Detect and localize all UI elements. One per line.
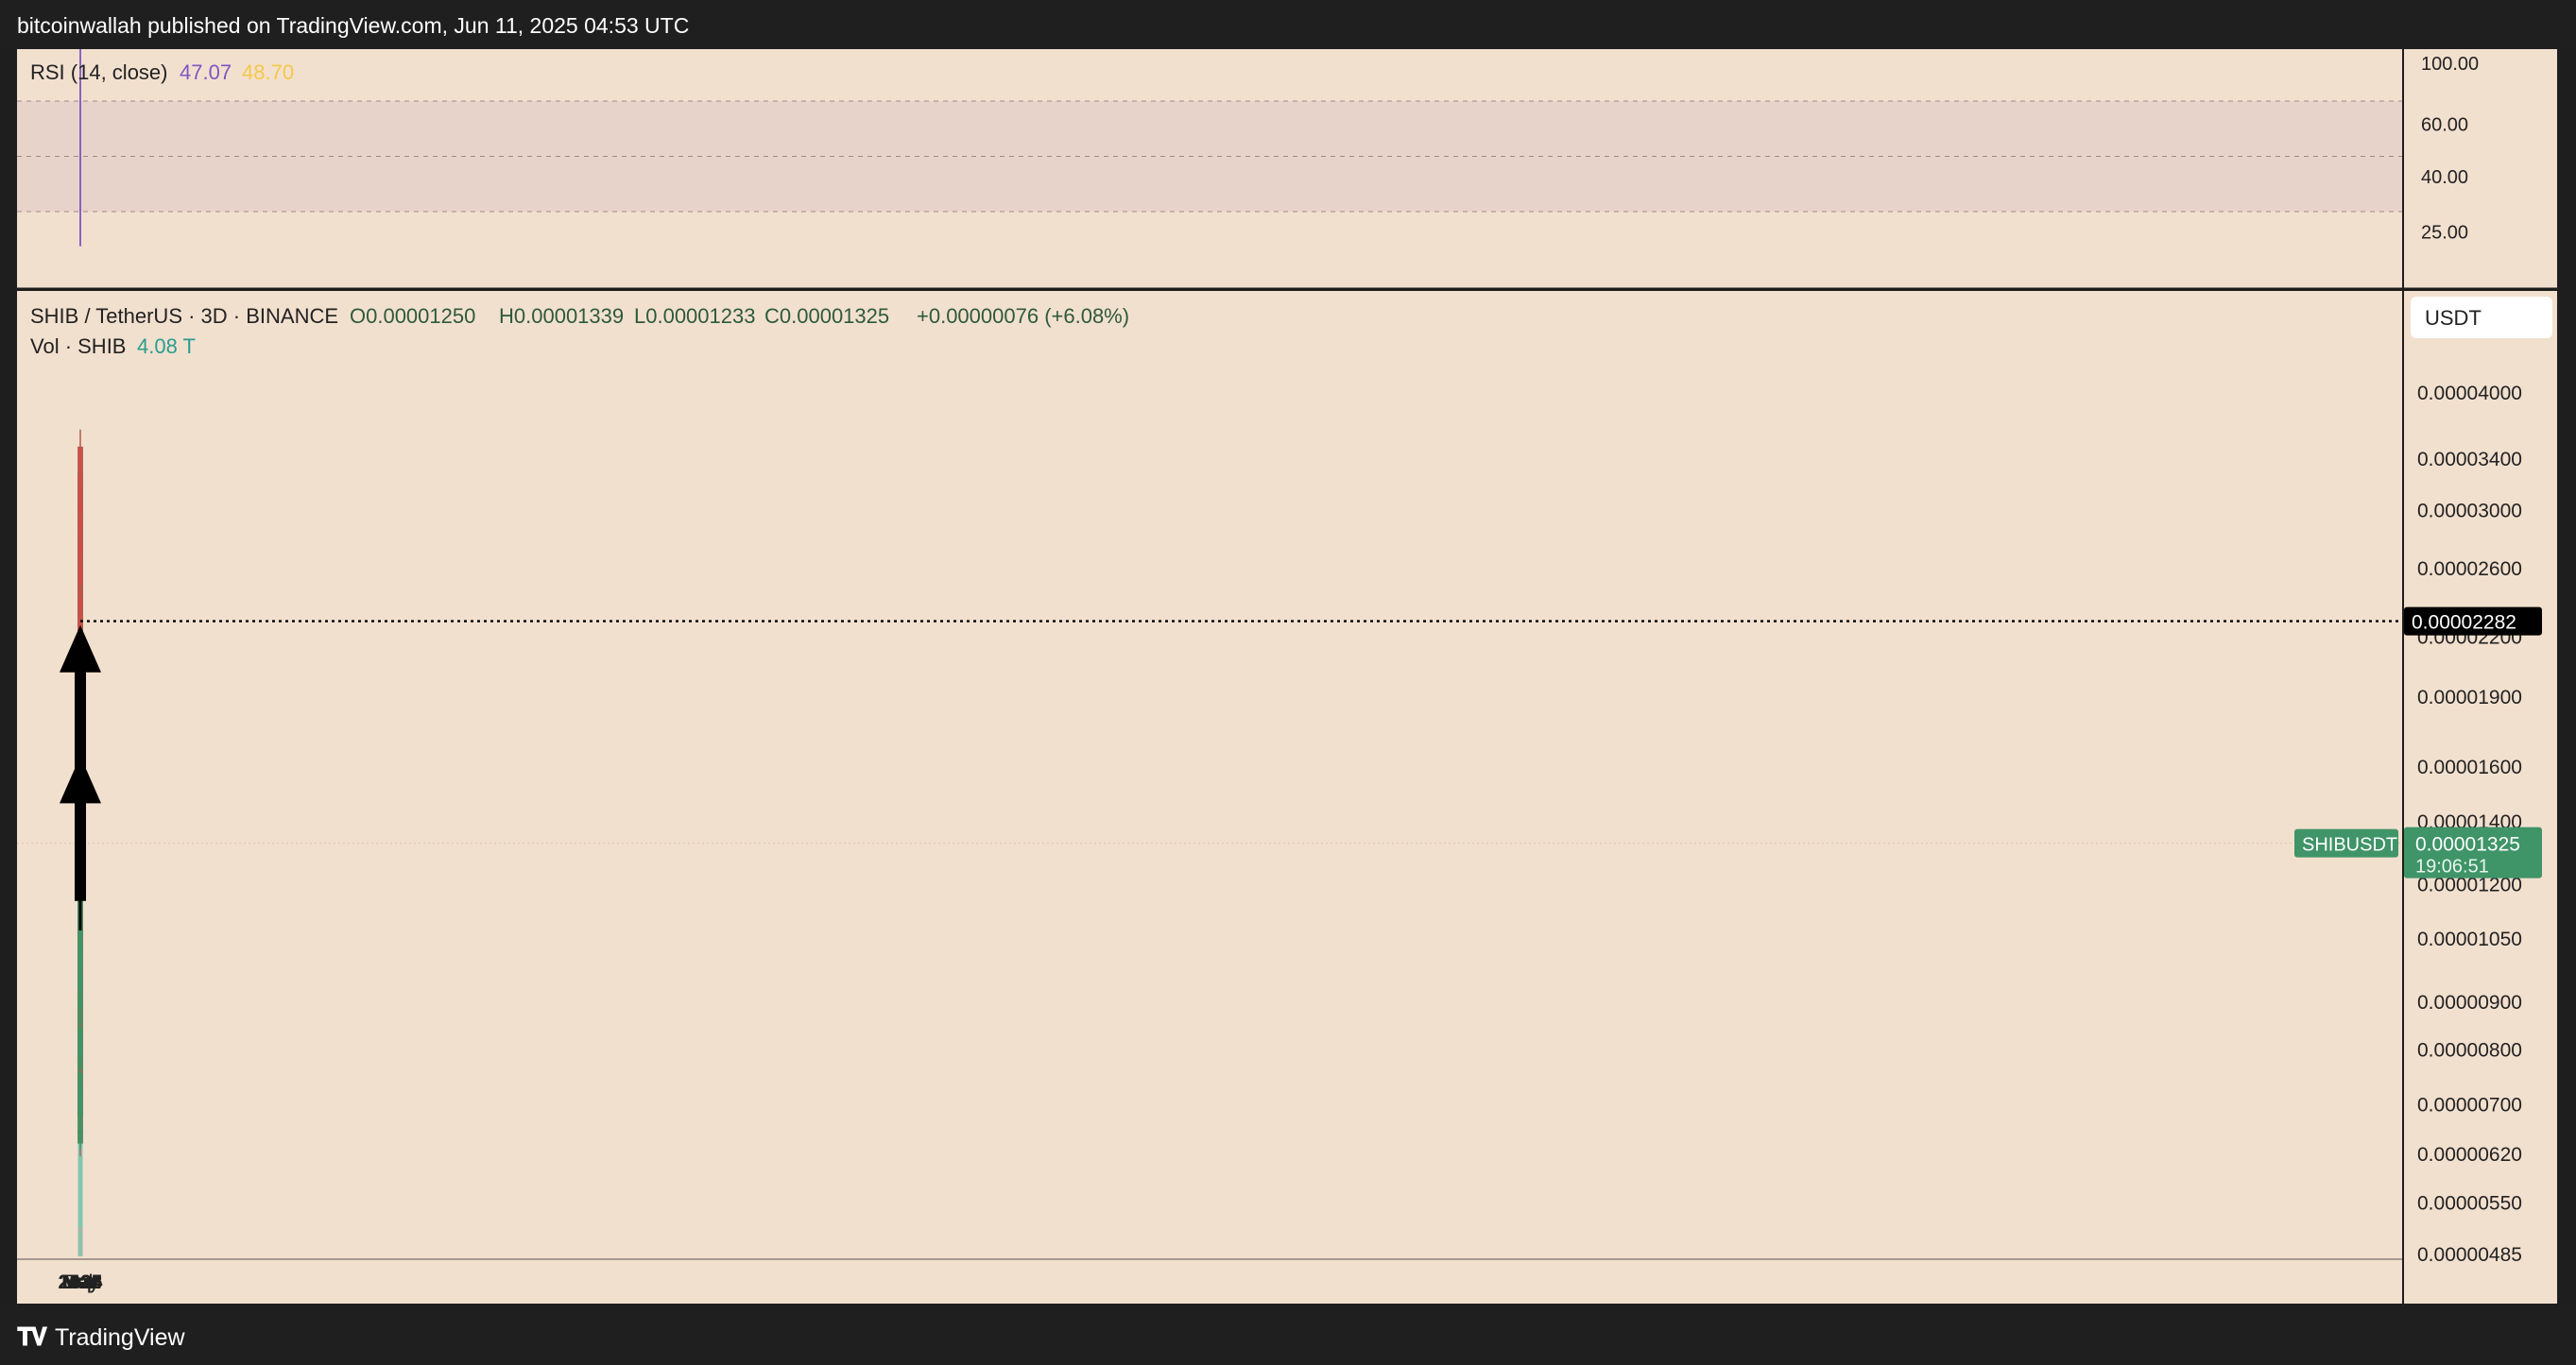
- candle-body: [77, 484, 83, 518]
- target-price-tag: [2404, 606, 2542, 636]
- rsi-pane: RSI (14, close) 47.07 48.70 100.00 60.00 40.0…: [17, 49, 2479, 247]
- time-axis-label: Mar: [63, 1271, 97, 1293]
- price-axis-label: 0.00000800: [2417, 1040, 2522, 1062]
- currency-button[interactable]: [2411, 297, 2552, 338]
- rsi-axis-label: 25.00: [2421, 222, 2468, 243]
- breakout-arrow: [60, 756, 102, 901]
- time-axis-label: Sep: [62, 1271, 97, 1293]
- rsi-axis-background: [2404, 49, 2557, 288]
- tradingview-logo-icon: 𝐓𝐕: [17, 1322, 47, 1351]
- countdown-label: 19:06:51: [2415, 857, 2489, 878]
- rsi-value: 47.07: [180, 60, 232, 84]
- time-axis-label: 2025: [59, 1271, 103, 1293]
- time-axis-label: Sep: [62, 1271, 97, 1293]
- rsi-axis-label: 40.00: [2421, 167, 2468, 188]
- time-axis-label: Mar: [63, 1271, 97, 1293]
- time-axis-label: Mar: [63, 1271, 97, 1293]
- last-price-label: 0.00001325: [2415, 834, 2520, 856]
- volume-bar: [77, 1186, 83, 1256]
- candle-body: [77, 1082, 83, 1117]
- price-axis-label: 0.00001600: [2417, 757, 2522, 778]
- footer-bar: 𝐓𝐕 TradingView: [0, 1305, 2576, 1365]
- time-axis-label: Nov: [62, 1271, 98, 1293]
- price-axis-label: 0.00000485: [2417, 1244, 2522, 1266]
- price-axis-label: 0.00001050: [2417, 929, 2522, 950]
- candle-body: [77, 968, 83, 992]
- price-axis-background: [2404, 291, 2557, 1304]
- rsi-axis-label: 60.00: [2421, 114, 2468, 135]
- brand-text: TradingView: [54, 1323, 185, 1351]
- tradingview-logo[interactable]: 𝐓𝐕 TradingView: [17, 1322, 185, 1353]
- main-pane-background: [17, 291, 2402, 1259]
- time-axis-label: Jul: [68, 1271, 94, 1293]
- time-axis-label: May: [61, 1271, 99, 1293]
- currency-button-label: USDT: [2425, 306, 2482, 330]
- volume-label: Vol · SHIB: [30, 334, 126, 358]
- price-axis-label: 0.00000900: [2417, 992, 2522, 1014]
- volume-bar: [77, 1230, 83, 1256]
- legend-close: C0.00001325: [764, 304, 889, 328]
- target-price-label: 0.00002282: [2412, 612, 2516, 634]
- attribution-text: bitcoinwallah published on TradingView.c…: [17, 13, 690, 38]
- time-axis-label: Nov: [62, 1271, 98, 1293]
- time-axis-label: 2023: [59, 1271, 103, 1293]
- time-axis-label: May: [61, 1271, 99, 1293]
- rsi-label: RSI (14, close): [30, 60, 168, 84]
- time-axis-background: [17, 1259, 2402, 1304]
- candle-body: [77, 540, 83, 555]
- volume-bars: [77, 1020, 83, 1256]
- time-axis-label: Sep: [62, 1271, 97, 1293]
- price-axis-label: 0.00000700: [2417, 1094, 2522, 1116]
- time-axis-label: Jul: [68, 1271, 94, 1293]
- price-axis-label: 0.00004000: [2417, 383, 2522, 404]
- time-axis-label: Nov: [62, 1271, 98, 1293]
- time-axis-label: Jul: [68, 1271, 94, 1293]
- time-axis-label: 2024: [59, 1271, 103, 1293]
- price-axis-label: 0.00000620: [2417, 1144, 2522, 1166]
- price-axis-label: 0.00000550: [2417, 1193, 2522, 1215]
- legend: SHIB / TetherUS · 3D · BINANCE O0.0000125…: [30, 304, 1129, 358]
- legend-low: L0.00001233: [634, 304, 755, 328]
- legend-open: O0.00001250: [350, 304, 475, 328]
- price-axis-label: 0.00003400: [2417, 449, 2522, 470]
- main-pane: SHIB / TetherUS · 3D · BINANCE O0.0000125…: [17, 297, 2552, 1293]
- legend-high: H0.00001339: [499, 304, 624, 328]
- last-price-tag: [2404, 827, 2542, 879]
- legend-change: +0.00000076 (+6.08%): [917, 304, 1129, 328]
- symbol-tag: [2294, 828, 2398, 858]
- price-axis-label: 0.00003000: [2417, 500, 2522, 521]
- volume-value: 4.08 T: [137, 334, 196, 358]
- price-axis-label: 0.00001200: [2417, 874, 2522, 896]
- breakout-arrow: [60, 624, 102, 782]
- time-axis-label: May: [61, 1271, 99, 1293]
- price-axis-label: 0.00001900: [2417, 687, 2522, 708]
- rsi-ma-value: 48.70: [242, 60, 294, 84]
- attribution-bar: bitcoinwallah published on TradingView.c…: [0, 0, 2576, 49]
- rsi-axis-label: 100.00: [2421, 54, 2479, 75]
- candle-body: [77, 941, 83, 969]
- price-axis-label: 0.00002600: [2417, 558, 2522, 580]
- symbol-tag-label: SHIBUSDT: [2302, 835, 2397, 856]
- legend-symbol: SHIB / TetherUS · 3D · BINANCE: [30, 304, 338, 328]
